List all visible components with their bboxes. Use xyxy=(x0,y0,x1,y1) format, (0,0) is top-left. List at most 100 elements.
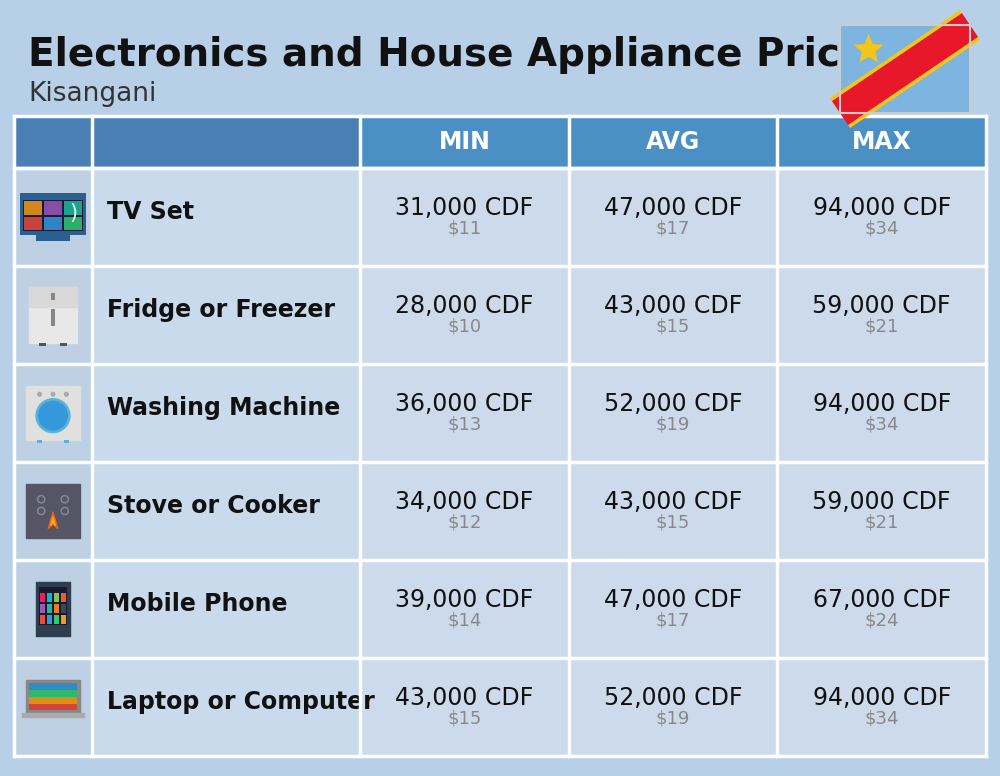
Circle shape xyxy=(39,497,43,501)
Polygon shape xyxy=(48,512,58,528)
Bar xyxy=(64,440,69,443)
Bar xyxy=(840,25,970,113)
Text: 43,000 CDF: 43,000 CDF xyxy=(395,686,533,710)
Circle shape xyxy=(38,508,45,514)
Bar xyxy=(777,266,986,364)
Text: 94,000 CDF: 94,000 CDF xyxy=(813,196,951,220)
Bar xyxy=(569,658,777,756)
Bar xyxy=(29,287,77,307)
Bar xyxy=(26,681,80,713)
Bar xyxy=(29,690,77,697)
Text: $24: $24 xyxy=(864,611,899,629)
Text: 43,000 CDF: 43,000 CDF xyxy=(604,294,742,318)
Bar xyxy=(360,658,569,756)
Bar xyxy=(777,658,986,756)
Bar xyxy=(61,593,66,602)
Text: $34: $34 xyxy=(864,219,899,237)
Text: 59,000 CDF: 59,000 CDF xyxy=(812,294,951,318)
Bar xyxy=(14,560,92,658)
Bar xyxy=(51,310,55,326)
Text: $10: $10 xyxy=(447,317,481,335)
Bar xyxy=(29,683,77,690)
Text: $12: $12 xyxy=(447,513,482,531)
Text: 34,000 CDF: 34,000 CDF xyxy=(395,490,533,514)
Circle shape xyxy=(61,496,68,503)
Bar xyxy=(777,462,986,560)
Bar xyxy=(569,364,777,462)
Bar xyxy=(26,386,80,440)
Bar xyxy=(14,116,92,168)
Text: $34: $34 xyxy=(864,415,899,433)
Bar xyxy=(29,697,77,704)
Polygon shape xyxy=(35,398,71,433)
Bar xyxy=(44,201,62,215)
Bar xyxy=(777,364,986,462)
Text: $19: $19 xyxy=(656,709,690,727)
Text: $15: $15 xyxy=(656,317,690,335)
Text: 59,000 CDF: 59,000 CDF xyxy=(812,490,951,514)
Text: $19: $19 xyxy=(656,415,690,433)
Bar xyxy=(54,615,59,624)
Bar xyxy=(14,168,92,266)
Text: $21: $21 xyxy=(864,317,899,335)
Text: $17: $17 xyxy=(656,611,690,629)
Bar xyxy=(569,462,777,560)
Text: 31,000 CDF: 31,000 CDF xyxy=(395,196,533,220)
Bar xyxy=(92,266,360,364)
Circle shape xyxy=(61,508,68,514)
Polygon shape xyxy=(854,34,884,62)
Text: 94,000 CDF: 94,000 CDF xyxy=(813,392,951,416)
Text: $17: $17 xyxy=(656,219,690,237)
Polygon shape xyxy=(832,13,978,125)
Text: Mobile Phone: Mobile Phone xyxy=(107,592,288,616)
Bar xyxy=(569,266,777,364)
Bar xyxy=(64,201,82,215)
Polygon shape xyxy=(38,400,68,431)
Text: Laptop or Computer: Laptop or Computer xyxy=(107,690,375,714)
Text: 28,000 CDF: 28,000 CDF xyxy=(395,294,534,318)
Bar xyxy=(40,615,45,624)
Bar xyxy=(360,462,569,560)
Circle shape xyxy=(38,393,41,396)
Bar xyxy=(92,364,360,462)
Bar xyxy=(64,217,82,230)
Bar xyxy=(24,217,42,230)
Bar xyxy=(360,560,569,658)
Text: TV Set: TV Set xyxy=(107,200,194,224)
Text: 39,000 CDF: 39,000 CDF xyxy=(395,588,533,612)
Polygon shape xyxy=(830,10,962,101)
Text: 43,000 CDF: 43,000 CDF xyxy=(604,490,742,514)
Text: 36,000 CDF: 36,000 CDF xyxy=(395,392,533,416)
Bar xyxy=(47,615,52,624)
Text: 52,000 CDF: 52,000 CDF xyxy=(604,392,742,416)
Bar xyxy=(51,293,55,300)
Bar xyxy=(360,168,569,266)
Bar xyxy=(569,116,777,168)
Bar xyxy=(26,484,80,538)
Text: $14: $14 xyxy=(447,611,482,629)
Bar xyxy=(54,593,59,602)
Text: $21: $21 xyxy=(864,513,899,531)
Bar xyxy=(61,605,66,613)
Bar xyxy=(37,440,42,443)
Text: Kisangani: Kisangani xyxy=(28,81,156,107)
Bar xyxy=(360,116,569,168)
Text: 94,000 CDF: 94,000 CDF xyxy=(813,686,951,710)
Bar xyxy=(54,605,59,613)
Text: MIN: MIN xyxy=(438,130,490,154)
Text: 47,000 CDF: 47,000 CDF xyxy=(604,588,742,612)
Bar xyxy=(569,560,777,658)
Text: ): ) xyxy=(69,203,77,223)
Bar xyxy=(22,713,84,717)
Text: Fridge or Freezer: Fridge or Freezer xyxy=(107,298,335,322)
Bar xyxy=(14,462,92,560)
Bar xyxy=(360,364,569,462)
Bar xyxy=(92,658,360,756)
Bar xyxy=(92,116,360,168)
Bar xyxy=(14,658,92,756)
Bar xyxy=(777,168,986,266)
Bar xyxy=(14,266,92,364)
Text: 52,000 CDF: 52,000 CDF xyxy=(604,686,742,710)
Polygon shape xyxy=(848,37,980,128)
Bar xyxy=(92,462,360,560)
